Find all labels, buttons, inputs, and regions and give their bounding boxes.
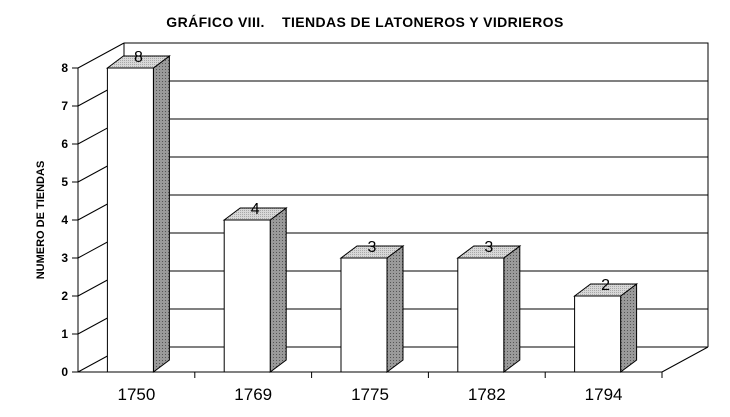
chart-title: GRÁFICO VIII. TIENDAS DE LATONEROS Y VID… xyxy=(166,14,564,30)
x-tick-label: 1782 xyxy=(468,385,506,404)
x-tick-label: 1794 xyxy=(585,385,623,404)
bar-side xyxy=(386,245,404,373)
labels: 0 1 2 3 4 5 6 7 8 1750 8 1769 4 1775 3 1782 3 1794 2 xyxy=(61,49,622,404)
bar-side xyxy=(620,283,638,373)
floor-right-edge xyxy=(661,346,709,373)
y-tick-label: 7 xyxy=(61,99,68,113)
bar xyxy=(574,295,622,373)
bar-side xyxy=(503,245,521,373)
y-tick-label: 5 xyxy=(61,175,68,189)
bar xyxy=(223,219,271,373)
x-tick-label: 1775 xyxy=(351,385,389,404)
data-label: 8 xyxy=(134,49,143,66)
bar xyxy=(106,67,154,373)
y-tick-label: 6 xyxy=(61,137,68,151)
bar-side xyxy=(269,207,287,373)
bar-side xyxy=(152,55,170,373)
y-tick-label: 2 xyxy=(61,289,68,303)
data-label: 3 xyxy=(484,239,493,256)
gridline-side xyxy=(77,42,125,69)
y-tick-label: 0 xyxy=(61,365,68,379)
y-tick-label: 1 xyxy=(61,327,68,341)
x-tick-label: 1769 xyxy=(234,385,272,404)
y-tick-label: 8 xyxy=(61,61,68,75)
x-tick-label: 1750 xyxy=(117,385,155,404)
bar xyxy=(457,257,505,373)
y-tick-label: 4 xyxy=(61,213,68,227)
y-tick-label: 3 xyxy=(61,251,68,265)
data-label: 2 xyxy=(601,277,610,294)
bar xyxy=(340,257,388,373)
bars xyxy=(105,55,639,373)
data-label: 3 xyxy=(368,239,377,256)
data-label: 4 xyxy=(251,201,260,218)
